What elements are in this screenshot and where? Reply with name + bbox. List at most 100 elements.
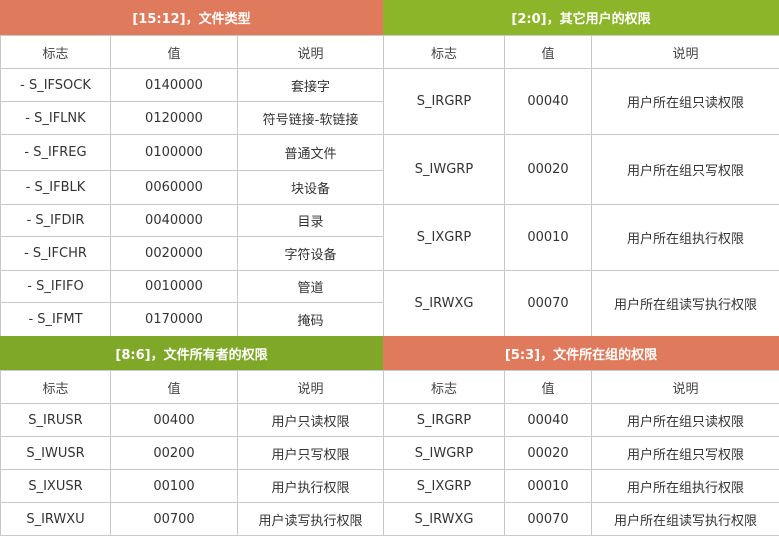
value-cell: 00400 bbox=[110, 403, 238, 437]
table-row: - S_IFDIR 0040000 目录 bbox=[0, 204, 384, 237]
value-cell: 0100000 bbox=[110, 134, 238, 171]
description-cell: 符号链接-软链接 bbox=[237, 101, 384, 135]
value-cell: 00070 bbox=[504, 502, 592, 536]
table-row: - S_IFIFO 0010000 管道 bbox=[0, 270, 384, 303]
column-header: 标志 bbox=[0, 370, 111, 404]
description-cell: 用户所在组读写执行权限 bbox=[591, 270, 779, 337]
value-cell: 00020 bbox=[504, 436, 592, 470]
description-cell: 目录 bbox=[237, 204, 384, 237]
column-header: 值 bbox=[504, 370, 592, 404]
column-header: 标志 bbox=[0, 35, 111, 69]
description-cell: 掩码 bbox=[237, 302, 384, 337]
owner-permissions-table: 标志 值 说明 S_IRUSR 00400 用户只读权限 S_IWUSR 002… bbox=[0, 370, 384, 536]
value-cell: 0010000 bbox=[110, 270, 238, 303]
value-cell: 0060000 bbox=[110, 170, 238, 205]
value-cell: 0120000 bbox=[110, 101, 238, 135]
description-cell: 用户所在组只读权限 bbox=[591, 403, 779, 437]
description-cell: 普通文件 bbox=[237, 134, 384, 171]
column-header: 标志 bbox=[383, 35, 505, 69]
table-row: S_IRWXG 00070 用户所在组读写执行权限 bbox=[383, 270, 779, 337]
value-cell: 00100 bbox=[110, 469, 238, 503]
table-row: S_IRUSR 00400 用户只读权限 bbox=[0, 403, 384, 437]
table-row: S_IRWXU 00700 用户读写执行权限 bbox=[0, 502, 384, 536]
table-row: S_IXUSR 00100 用户执行权限 bbox=[0, 469, 384, 503]
column-header: 说明 bbox=[237, 35, 384, 69]
panel-other-permissions: [2:0]，其它用户的权限 标志 值 说明 S_IRGRP 00040 用户所在… bbox=[383, 0, 779, 337]
other-permissions-table: 标志 值 说明 S_IRGRP 00040 用户所在组只读权限 S_IWGRP … bbox=[383, 35, 779, 337]
panel-title: [2:0]，其它用户的权限 bbox=[383, 0, 779, 35]
table-row: - S_IFMT 0170000 掩码 bbox=[0, 302, 384, 337]
group-permissions-table: 标志 值 说明 S_IRGRP 00040 用户所在组只读权限 S_IWGRP … bbox=[383, 370, 779, 536]
description-cell: 用户所在组只读权限 bbox=[591, 68, 779, 135]
table-header-row: 标志 值 说明 bbox=[0, 35, 384, 69]
description-cell: 用户所在组执行权限 bbox=[591, 469, 779, 503]
value-cell: 00040 bbox=[504, 403, 592, 437]
table-row: S_IWUSR 00200 用户只写权限 bbox=[0, 436, 384, 470]
flag-cell: - S_IFREG bbox=[0, 134, 111, 171]
table-header-row: 标志 值 说明 bbox=[383, 35, 779, 69]
column-header: 说明 bbox=[591, 370, 779, 404]
flag-cell: S_IRGRP bbox=[383, 68, 505, 135]
description-cell: 套接字 bbox=[237, 68, 384, 102]
panel-title: [8:6]，文件所有者的权限 bbox=[0, 336, 383, 370]
table-row: S_IWGRP 00020 用户所在组只写权限 bbox=[383, 436, 779, 470]
column-header: 值 bbox=[504, 35, 592, 69]
flag-cell: S_IRUSR bbox=[0, 403, 111, 437]
description-cell: 块设备 bbox=[237, 170, 384, 205]
flag-cell: - S_IFIFO bbox=[0, 270, 111, 303]
table-header-row: 标志 值 说明 bbox=[0, 370, 384, 404]
value-cell: 0170000 bbox=[110, 302, 238, 337]
table-row: - S_IFLNK 0120000 符号链接-软链接 bbox=[0, 101, 384, 135]
table-row: S_IRGRP 00040 用户所在组只读权限 bbox=[383, 403, 779, 437]
value-cell: 0040000 bbox=[110, 204, 238, 237]
flag-cell: - S_IFDIR bbox=[0, 204, 111, 237]
flag-cell: S_IWGRP bbox=[383, 436, 505, 470]
column-header: 标志 bbox=[383, 370, 505, 404]
flag-cell: S_IXUSR bbox=[0, 469, 111, 503]
table-row: S_IRGRP 00040 用户所在组只读权限 bbox=[383, 68, 779, 135]
description-cell: 用户只写权限 bbox=[237, 436, 384, 470]
flag-cell: S_IRWXG bbox=[383, 270, 505, 337]
panel-title: [5:3]，文件所在组的权限 bbox=[383, 336, 779, 370]
flag-cell: - S_IFBLK bbox=[0, 170, 111, 205]
description-cell: 管道 bbox=[237, 270, 384, 303]
flag-cell: - S_IFLNK bbox=[0, 101, 111, 135]
description-cell: 用户只读权限 bbox=[237, 403, 384, 437]
table-row: S_IWGRP 00020 用户所在组只写权限 bbox=[383, 134, 779, 205]
flag-cell: S_IXGRP bbox=[383, 469, 505, 503]
flag-cell: - S_IFSOCK bbox=[0, 68, 111, 102]
panel-group-permissions: [5:3]，文件所在组的权限 标志 值 说明 S_IRGRP 00040 用户所… bbox=[383, 336, 779, 536]
value-cell: 00010 bbox=[504, 469, 592, 503]
description-cell: 用户读写执行权限 bbox=[237, 502, 384, 536]
panel-title: [15:12]，文件类型 bbox=[0, 0, 383, 35]
description-cell: 用户所在组只写权限 bbox=[591, 134, 779, 205]
table-row: S_IRWXG 00070 用户所在组读写执行权限 bbox=[383, 502, 779, 536]
flag-cell: S_IRWXG bbox=[383, 502, 505, 536]
value-cell: 0020000 bbox=[110, 236, 238, 271]
panel-owner-permissions: [8:6]，文件所有者的权限 标志 值 说明 S_IRUSR 00400 用户只… bbox=[0, 336, 384, 536]
value-cell: 00070 bbox=[504, 270, 592, 337]
table-row: S_IXGRP 00010 用户所在组执行权限 bbox=[383, 204, 779, 271]
value-cell: 00700 bbox=[110, 502, 238, 536]
column-header: 说明 bbox=[591, 35, 779, 69]
table-row: S_IXGRP 00010 用户所在组执行权限 bbox=[383, 469, 779, 503]
panel-file-type: [15:12]，文件类型 标志 值 说明 - S_IFSOCK 0140000 … bbox=[0, 0, 384, 337]
table-row: - S_IFSOCK 0140000 套接字 bbox=[0, 68, 384, 102]
flag-cell: - S_IFMT bbox=[0, 302, 111, 337]
description-cell: 用户所在组读写执行权限 bbox=[591, 502, 779, 536]
flag-cell: S_IWUSR bbox=[0, 436, 111, 470]
description-cell: 字符设备 bbox=[237, 236, 384, 271]
flag-cell: S_IRWXU bbox=[0, 502, 111, 536]
table-row: - S_IFCHR 0020000 字符设备 bbox=[0, 236, 384, 271]
file-type-table: 标志 值 说明 - S_IFSOCK 0140000 套接字 - S_IFLNK… bbox=[0, 35, 384, 337]
flag-cell: S_IXGRP bbox=[383, 204, 505, 271]
value-cell: 00020 bbox=[504, 134, 592, 205]
description-cell: 用户所在组只写权限 bbox=[591, 436, 779, 470]
flag-cell: S_IRGRP bbox=[383, 403, 505, 437]
description-cell: 用户所在组执行权限 bbox=[591, 204, 779, 271]
description-cell: 用户执行权限 bbox=[237, 469, 384, 503]
value-cell: 00040 bbox=[504, 68, 592, 135]
column-header: 值 bbox=[110, 370, 238, 404]
column-header: 说明 bbox=[237, 370, 384, 404]
column-header: 值 bbox=[110, 35, 238, 69]
